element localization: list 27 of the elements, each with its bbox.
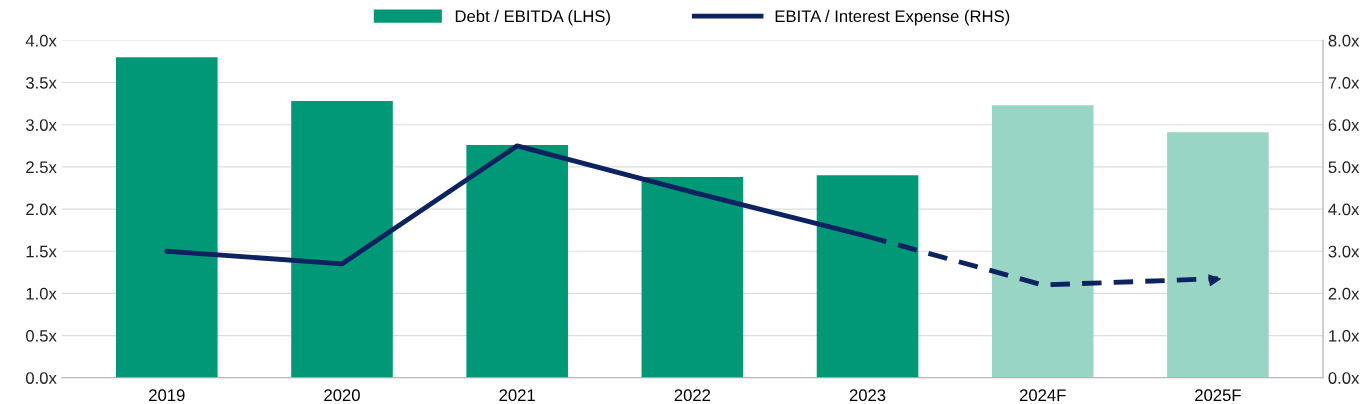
y2-tick-label: 0.0x — [1328, 372, 1360, 384]
y2-tick-label: 4.0x — [1328, 203, 1360, 216]
y-tick-label: 2.0x — [26, 203, 57, 216]
y2-tick-label: 7.0x — [1328, 76, 1360, 89]
y-tick-label: 3.0x — [25, 119, 57, 131]
y-tick-label: 3.5x — [25, 76, 57, 89]
x-tick-label: 2023 — [849, 389, 886, 402]
y-tick-label: 4.0x — [25, 34, 57, 47]
y-tick-label: 2.5x — [26, 161, 57, 174]
y2-tick-label: 1.0x — [1329, 329, 1360, 342]
legend-label: Debt / EBITDA (LHS) — [455, 9, 610, 26]
y2-tick-label: 2.0x — [1328, 287, 1360, 300]
y-tick-label: 0.5x — [25, 329, 57, 342]
x-tick-label: 2019 — [149, 389, 185, 402]
x-tick-label: 2022 — [674, 389, 711, 402]
x-tick-label: 2025F — [1195, 389, 1241, 402]
x-tick-label: 2024F — [1019, 389, 1066, 402]
x-tick-label: 2021 — [499, 389, 535, 402]
y2-tick-label: 3.0x — [1328, 245, 1360, 258]
y-tick-label: 0.0x — [25, 372, 57, 384]
y-tick-label: 1.0x — [26, 287, 57, 300]
y-tick-label: 1.5x — [26, 245, 57, 258]
y2-tick-label: 6.0x — [1328, 119, 1360, 131]
x-tick-label: 2020 — [324, 389, 360, 402]
y2-tick-label: 5.0x — [1328, 161, 1360, 174]
y2-tick-label: 8.0x — [1328, 34, 1360, 47]
legend-label: EBITA / Interest Expense (RHS) — [775, 9, 1010, 26]
